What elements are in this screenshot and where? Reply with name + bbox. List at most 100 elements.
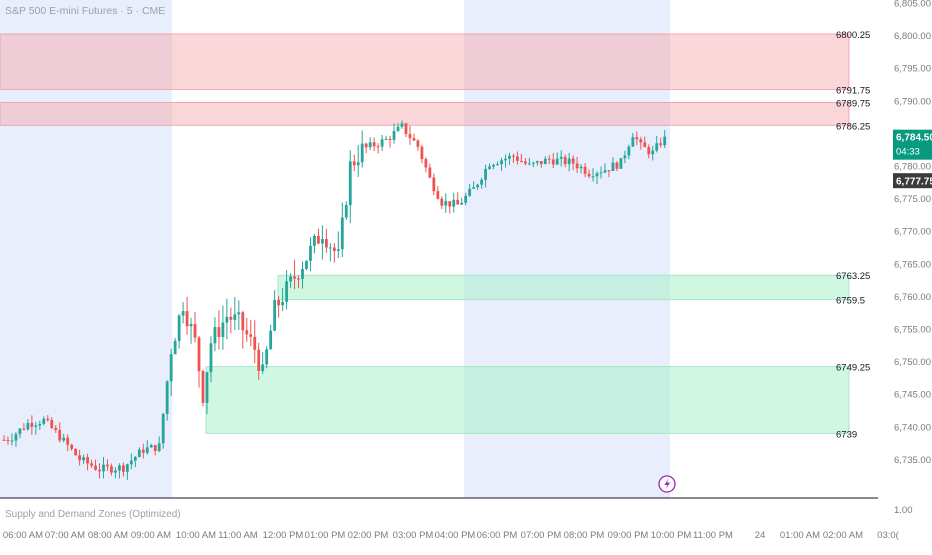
candle-body-39 [157,443,161,452]
candle-body-16 [66,437,70,445]
candle-body-20 [82,457,85,461]
y-tick-label-3: 6,790.00 [894,96,931,107]
candle-body-14 [58,430,62,441]
candle-body-51 [205,372,209,403]
x-tick-label-10: 04:00 PM [435,530,476,541]
candle-body-107 [428,167,432,178]
candle-body-4 [18,428,22,435]
candle-body-110 [440,198,444,206]
candle-body-3 [14,434,18,441]
candle-body-96 [384,138,388,140]
candle-body-27 [110,466,113,473]
x-tick-label-2: 08:00 AM [88,530,128,541]
candle-body-36 [145,447,149,453]
candle-body-61 [245,330,249,335]
candle-body-143 [571,158,575,164]
candle-body-42 [169,354,173,382]
current-price-tag [893,129,932,160]
candle-body-58 [233,314,237,320]
candle-body-161 [643,142,647,148]
candle-body-71 [285,281,288,302]
candle-body-69 [277,299,281,306]
candle-body-106 [424,159,428,168]
candle-body-145 [579,166,583,169]
candle-body-150 [599,172,603,174]
candle-body-38 [153,445,157,452]
candle-body-92 [368,142,372,148]
y-bottom-label: 1.00 [894,505,913,516]
x-tick-label-8: 02:00 PM [348,530,389,541]
candle-body-78 [313,235,316,246]
candle-body-30 [122,465,125,472]
candle-body-163 [651,150,655,155]
x-tick-label-16: 11:00 PM [693,530,733,541]
candle-body-102 [408,134,412,139]
candle-body-53 [213,327,217,344]
candle-body-22 [90,463,93,466]
candle-body-35 [141,449,145,453]
candle-body-157 [627,146,631,156]
candle-body-133 [531,162,535,164]
candle-body-81 [324,238,328,248]
candle-body-28 [114,470,117,473]
candle-body-77 [309,245,312,261]
x-tick-label-5: 11:00 AM [218,530,258,541]
candle-body-7 [30,423,34,427]
candle-body-32 [129,460,133,465]
candle-body-65 [261,364,265,371]
candle-body-63 [253,336,257,350]
y-tick-label-5: 6,780.00 [894,162,931,173]
candle-body-66 [265,349,269,365]
candle-body-117 [468,188,472,196]
countdown-label: 04:33 [896,147,920,158]
candle-body-135 [539,161,543,165]
candle-body-118 [472,187,476,189]
candle-body-149 [595,173,599,177]
candle-body-86 [344,205,348,218]
candle-body-11 [46,418,50,420]
candle-body-48 [193,324,197,338]
y-tick-label-13: 6,740.00 [894,422,931,433]
y-tick-label-11: 6,750.00 [894,357,931,368]
candle-body-122 [488,166,491,169]
candle-body-6 [26,423,30,430]
x-tick-label-18: 01:00 AM [780,530,820,541]
candle-body-41 [165,381,169,414]
candle-body-121 [484,168,487,180]
candle-body-154 [615,162,619,169]
candle-body-13 [54,428,58,431]
candle-body-83 [332,247,336,251]
candle-body-56 [225,316,229,323]
candle-body-104 [416,140,420,147]
candle-body-128 [512,155,515,157]
y-tick-label-12: 6,745.00 [894,390,931,401]
candle-body-162 [647,147,651,155]
candle-body-40 [161,413,165,444]
candle-body-47 [189,324,193,327]
prev-close-tag [893,173,932,189]
candle-body-8 [34,425,38,427]
candle-body-132 [527,163,531,165]
x-tick-label-1: 07:00 AM [45,530,85,541]
candle-body-26 [106,464,109,467]
candle-body-136 [543,158,547,165]
y-tick-label-2: 6,795.00 [894,64,931,75]
candle-body-164 [655,143,659,151]
candle-body-54 [217,327,221,337]
y-tick-label-14: 6,735.00 [894,455,931,466]
candle-body-64 [257,349,261,371]
demand-zone-bottom-label-1: 6739 [836,429,857,440]
candle-body-1 [6,439,10,441]
candle-body-88 [352,161,356,166]
x-tick-label-9: 03:00 PM [393,530,434,541]
candle-body-98 [392,131,396,140]
candle-body-89 [356,162,360,166]
x-tick-label-12: 07:00 PM [521,530,562,541]
candle-body-68 [273,299,277,331]
candle-body-119 [476,184,480,188]
candle-body-85 [340,217,344,250]
x-tick-label-13: 08:00 PM [564,530,605,541]
candle-body-82 [328,247,332,249]
